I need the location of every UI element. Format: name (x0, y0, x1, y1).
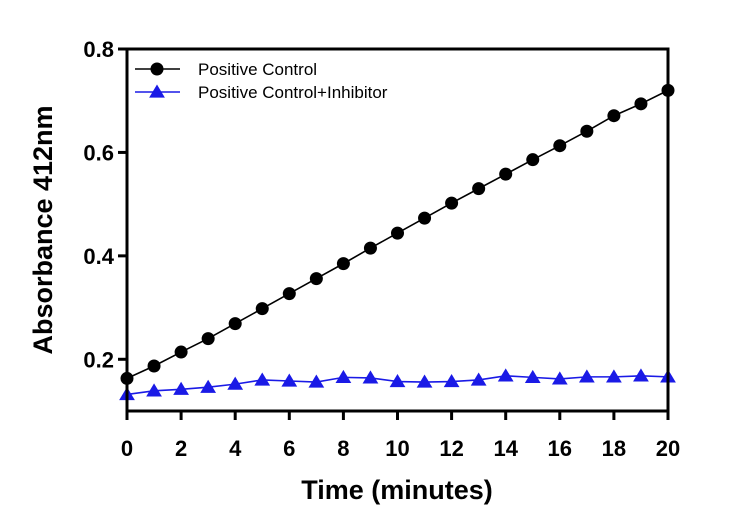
data-point (472, 182, 486, 196)
x-tick-label: 12 (439, 436, 463, 461)
legend-label: Positive Control (198, 60, 317, 79)
data-point (201, 332, 215, 346)
x-tick-label: 16 (548, 436, 572, 461)
data-point (389, 374, 406, 388)
data-point (606, 369, 622, 383)
data-point (363, 241, 377, 255)
data-point (254, 372, 271, 386)
x-tick-label: 4 (229, 436, 242, 461)
data-point (497, 368, 514, 382)
data-point (173, 381, 189, 395)
y-axis-title: Absorbance 412nm (28, 105, 58, 354)
x-tick-label: 2 (175, 436, 187, 461)
x-axis-ticks: 0 2 4 6 8 10 12 14 16 18 20 (121, 411, 680, 461)
data-point (174, 345, 188, 359)
legend-item: Positive Control+Inhibitor (135, 83, 388, 102)
series-layer (119, 83, 676, 401)
legend-label: Positive Control+Inhibitor (198, 83, 388, 102)
data-point (445, 196, 459, 210)
data-point (228, 317, 242, 331)
data-point (580, 124, 594, 138)
x-tick-label: 18 (602, 436, 626, 461)
legend-marker (149, 84, 165, 98)
series-0 (120, 83, 675, 385)
data-point (309, 272, 323, 286)
y-tick-label: 0.6 (83, 140, 114, 165)
data-point (607, 109, 621, 123)
data-point (551, 371, 568, 385)
data-point (362, 370, 379, 384)
data-point (524, 369, 541, 384)
y-tick-label: 0.4 (83, 244, 114, 269)
data-point (282, 287, 296, 301)
data-point (470, 372, 487, 386)
y-axis-ticks: 0.2 0.4 0.6 0.8 (83, 37, 127, 372)
legend-item: Positive Control (135, 60, 317, 79)
x-tick-label: 8 (337, 436, 349, 461)
data-point (526, 153, 540, 167)
x-tick-label: 14 (493, 436, 518, 461)
data-point (499, 167, 513, 181)
data-point (553, 139, 567, 153)
x-axis-title: Time (minutes) (301, 475, 493, 505)
data-point (200, 379, 217, 393)
x-tick-label: 20 (656, 436, 680, 461)
data-point (443, 374, 460, 388)
data-point (578, 369, 595, 383)
series-1 (119, 368, 676, 401)
data-point (634, 97, 648, 111)
data-point (336, 257, 350, 271)
data-point (416, 374, 433, 388)
x-tick-label: 6 (283, 436, 295, 461)
legend: Positive Control Positive Control+Inhibit… (135, 60, 388, 102)
legend-marker (150, 62, 164, 76)
data-point (308, 374, 325, 388)
y-tick-label: 0.8 (83, 37, 114, 62)
data-point (281, 373, 298, 387)
x-tick-label: 0 (121, 436, 133, 461)
data-point (335, 369, 352, 384)
data-point (255, 302, 269, 316)
data-point (633, 368, 649, 382)
data-point (227, 376, 244, 390)
y-tick-label: 0.2 (83, 347, 114, 372)
data-point (418, 211, 432, 225)
data-point (146, 383, 162, 397)
data-point (147, 359, 161, 373)
data-point (391, 226, 404, 240)
x-tick-label: 10 (385, 436, 409, 461)
